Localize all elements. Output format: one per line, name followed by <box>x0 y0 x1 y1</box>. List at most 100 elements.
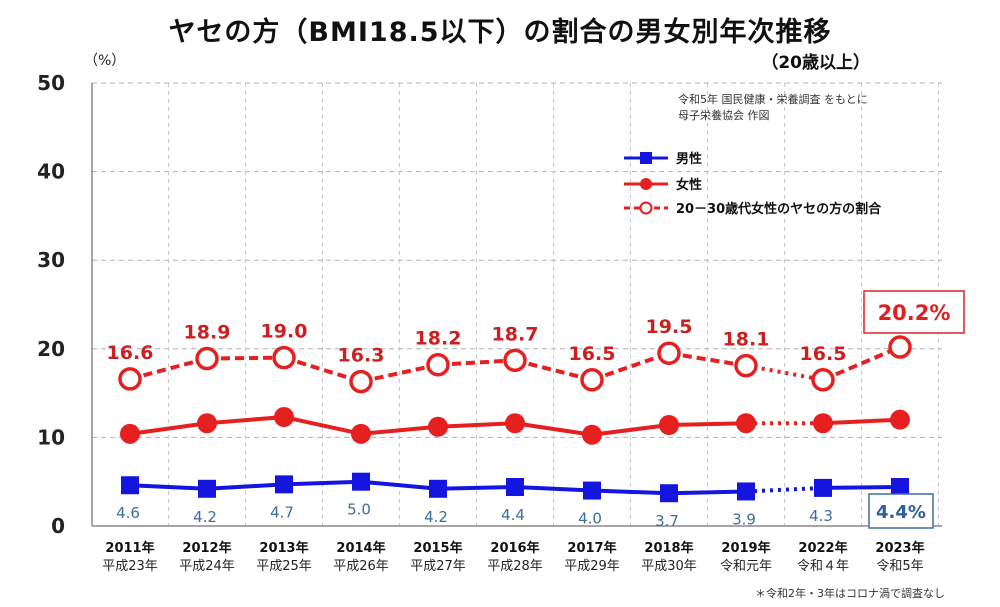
women-marker <box>274 407 294 428</box>
women-marker <box>505 413 525 434</box>
men-callout-label: 4.4% <box>876 502 926 523</box>
x-tick-era: 平成24年 <box>179 559 235 574</box>
x-tick-year: 2016年 <box>490 540 539 556</box>
series-layer <box>118 335 912 503</box>
women-segment <box>360 424 439 436</box>
source-line-2: 母子栄養協会 作図 <box>678 109 770 122</box>
men-data-label: 4.2 <box>193 508 217 526</box>
slim-marker <box>657 341 681 365</box>
men-data-label: 4.2 <box>424 508 448 526</box>
men-data-label: 4.3 <box>809 507 833 525</box>
legend-marker-women <box>640 178 652 190</box>
slim-marker <box>195 346 219 371</box>
legend-label-women: 女性 <box>676 177 702 193</box>
x-tick-year: 2015年 <box>413 540 462 556</box>
slim-segment <box>206 355 285 361</box>
men-segment <box>129 483 208 491</box>
chart-title: ヤセの方（BMI18.5以下）の割合の男女別年次推移 <box>168 17 832 48</box>
x-tick-year: 2017年 <box>567 540 616 556</box>
women-marker <box>813 413 833 434</box>
men-marker <box>506 478 524 497</box>
slim-marker <box>888 335 912 359</box>
y-tick-label: 40 <box>37 160 65 184</box>
slim-marker <box>734 353 758 378</box>
slim-data-label: 16.5 <box>800 343 847 365</box>
women-segment <box>206 415 285 426</box>
women-marker <box>582 424 602 445</box>
x-tick-year: 2023年 <box>875 540 924 556</box>
x-tick-era: 令和４年 <box>797 559 849 574</box>
women-marker <box>428 416 448 437</box>
men-data-label: 4.4 <box>501 506 525 524</box>
y-axis-unit: （%） <box>84 53 126 69</box>
x-tick-year: 2022年 <box>798 540 847 556</box>
women-marker <box>197 413 217 434</box>
slim-data-label: 16.3 <box>338 345 385 367</box>
men-segment <box>514 485 593 493</box>
men-data-label: 4.7 <box>270 503 294 521</box>
legend-marker-slim <box>639 201 653 215</box>
men-marker <box>891 478 909 497</box>
men-segment <box>822 485 901 490</box>
women-marker <box>890 409 910 430</box>
slim-segment <box>437 358 516 367</box>
women-marker <box>120 423 140 444</box>
footnote: ＊令和2年・3年はコロナ渦で調査なし <box>755 587 945 600</box>
x-tick-era: 平成25年 <box>256 559 312 574</box>
label-layer: 16.6 18.9 19.0 16.3 18.2 18.7 16.5 19.5 18.1 16.5… <box>107 290 965 530</box>
slim-data-label: 18.1 <box>723 329 770 351</box>
slim-data-label: 18.2 <box>415 328 462 350</box>
slim-segment <box>745 363 824 382</box>
y-tick-label: 30 <box>37 248 65 272</box>
slim-marker <box>580 368 604 392</box>
men-data-label: 5.0 <box>347 501 371 519</box>
slim-data-label: 18.9 <box>184 322 231 344</box>
x-tick-era: 平成27年 <box>410 559 466 574</box>
men-segment <box>745 485 824 494</box>
x-tick-year: 2014年 <box>336 540 385 556</box>
x-tick-era: 平成30年 <box>641 559 697 574</box>
legend-marker-men <box>640 152 652 164</box>
men-segment <box>283 479 362 487</box>
legend-label-men: 男性 <box>676 151 702 167</box>
x-tick-era: 平成28年 <box>487 559 543 574</box>
men-segment <box>360 479 439 491</box>
women-marker <box>351 423 371 444</box>
slim-data-label: 16.5 <box>569 343 616 365</box>
x-tick-year: 2013年 <box>259 540 308 556</box>
x-tick-era: 令和5年 <box>876 559 923 574</box>
y-tick-label: 50 <box>37 71 65 95</box>
slim-marker <box>118 367 142 391</box>
x-tick-year: 2018年 <box>644 540 693 556</box>
grid-layer <box>92 82 942 526</box>
men-marker <box>121 476 139 495</box>
men-segment <box>206 482 285 491</box>
x-tick-year: 2019年 <box>721 540 770 556</box>
men-marker <box>275 475 293 494</box>
men-marker <box>352 472 370 491</box>
slim-marker <box>349 369 373 394</box>
men-data-label: 3.7 <box>655 512 679 530</box>
x-tick-era: 平成29年 <box>564 559 620 574</box>
source-line-1: 令和5年 国民健康・栄養調査 をもとに <box>678 93 868 106</box>
women-marker <box>736 413 756 434</box>
women-segment <box>591 423 670 437</box>
women-marker <box>659 414 679 435</box>
men-segment <box>668 489 747 496</box>
x-tick-year: 2011年 <box>105 540 154 556</box>
women-segment <box>514 421 593 437</box>
y-tick-label: 10 <box>37 425 65 449</box>
women-segment <box>822 417 901 426</box>
men-marker <box>429 479 447 498</box>
men-marker <box>660 484 678 503</box>
men-data-label: 4.0 <box>578 510 602 528</box>
women-segment <box>668 421 747 427</box>
chart-subtitle: （20歳以上） <box>761 53 870 73</box>
slim-callout-label: 20.2% <box>878 301 951 325</box>
slim-data-label: 18.7 <box>492 323 539 345</box>
slim-data-label: 19.5 <box>646 316 693 338</box>
x-tick-year: 2012年 <box>182 540 231 556</box>
slim-marker <box>426 352 450 377</box>
